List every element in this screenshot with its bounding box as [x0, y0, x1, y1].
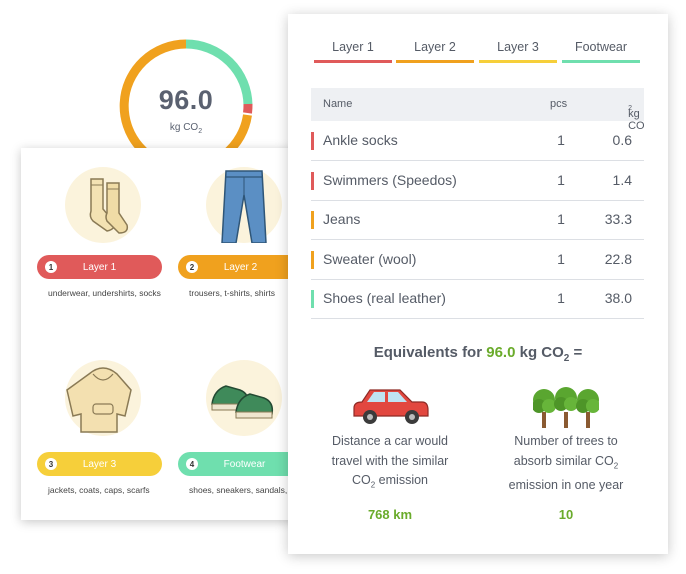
- tab-footwear[interactable]: Footwear: [562, 40, 640, 63]
- table-row[interactable]: Shoes (real leather) 1 38.0: [311, 279, 644, 319]
- layer-pill-1[interactable]: 1 Layer 1: [37, 255, 162, 279]
- table-row[interactable]: Sweater (wool) 1 22.8: [311, 240, 644, 280]
- col-kg: kg CO 2: [628, 105, 645, 132]
- col-pcs: pcs: [550, 98, 568, 110]
- trees-count-value: 10: [558, 507, 574, 522]
- layer-pill-3[interactable]: 3 Layer 3: [37, 452, 162, 476]
- tab-layer-3[interactable]: Layer 3: [479, 40, 557, 63]
- gauge-segment-footwear: [185, 39, 253, 106]
- car-equivalent: Distance a car would travel with the sim…: [310, 384, 470, 522]
- tab-layer-2[interactable]: Layer 2: [396, 40, 474, 63]
- layer-cell-1[interactable]: 1 Layer 1 underwear, undershirts, socks: [37, 163, 187, 333]
- layers-card: 1 Layer 1 underwear, undershirts, socks …: [21, 148, 311, 520]
- layer-cell-2[interactable]: 2 Layer 2 trousers, t-shirts, shirts: [178, 163, 328, 333]
- hoodie-icon: [65, 360, 141, 436]
- gauge-unit: kg CO2: [169, 122, 203, 135]
- trees-icon: [486, 384, 646, 432]
- layer-desc-3: jackets, coats, caps, scarfs: [48, 485, 150, 495]
- layer-desc-4: shoes, sneakers, sandals, boots: [189, 485, 311, 495]
- trees-description: Number of trees to absorb similar CO2 em…: [508, 434, 624, 492]
- table-row[interactable]: Jeans 1 33.3: [311, 200, 644, 240]
- table-row[interactable]: Swimmers (Speedos) 1 1.4: [311, 161, 644, 201]
- table-header: Name pcs kg CO 2: [311, 88, 645, 132]
- trees-equivalent: Number of trees to absorb similar CO2 em…: [486, 384, 646, 522]
- table-row[interactable]: Ankle socks 1 0.6: [311, 121, 644, 161]
- equivalents-title: Equivalents for 96.0 kg CO2 =: [373, 344, 583, 364]
- gauge-segment-layer1: [243, 103, 253, 114]
- col-name: Name: [323, 98, 353, 110]
- car-icon: [310, 384, 470, 432]
- layer-pill-2[interactable]: 2 Layer 2: [178, 255, 303, 279]
- category-tabs: Layer 1 Layer 2 Layer 3 Footwear: [314, 40, 640, 66]
- tab-layer-1[interactable]: Layer 1: [314, 40, 392, 63]
- sneakers-icon: [206, 360, 282, 436]
- gauge-value: 96.0: [158, 85, 214, 115]
- jeans-icon: [206, 167, 282, 244]
- car-distance-value: 768 km: [367, 507, 413, 522]
- layer-desc-1: underwear, undershirts, socks: [48, 288, 161, 298]
- details-card: Layer 1 Layer 2 Layer 3 Footwear Name pc…: [288, 14, 668, 554]
- layer-cell-3[interactable]: 3 Layer 3 jackets, coats, caps, scarfs: [37, 360, 187, 520]
- layer-desc-2: trousers, t-shirts, shirts: [189, 288, 275, 298]
- car-description: Distance a car would travel with the sim…: [331, 434, 449, 490]
- socks-icon: [65, 167, 141, 243]
